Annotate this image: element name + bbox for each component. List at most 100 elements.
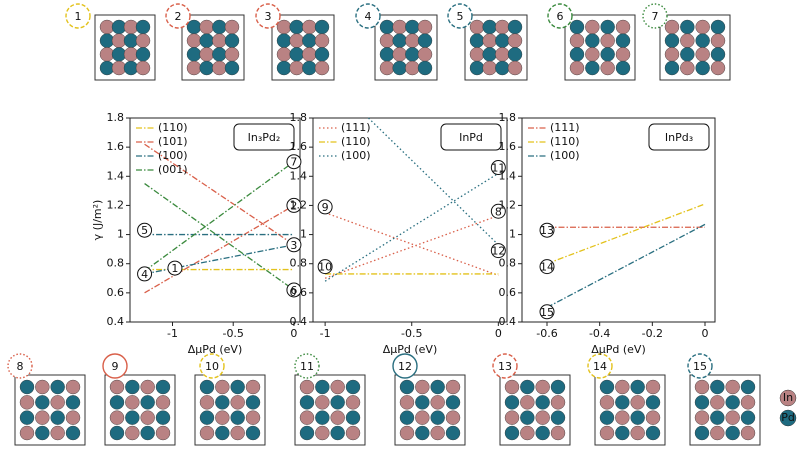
atom bbox=[740, 410, 756, 425]
legend-label: (110) bbox=[158, 121, 188, 134]
atom bbox=[415, 410, 430, 425]
atom bbox=[504, 379, 520, 395]
atom bbox=[630, 395, 645, 410]
atom bbox=[694, 379, 710, 395]
atom bbox=[135, 60, 151, 76]
atom bbox=[535, 410, 550, 425]
atom bbox=[302, 60, 317, 76]
y-tick-label: 1.6 bbox=[499, 140, 517, 153]
annotation: 3 bbox=[290, 239, 297, 252]
atom bbox=[430, 410, 445, 425]
atom bbox=[135, 47, 151, 62]
atom bbox=[19, 410, 35, 425]
chart-title: In₃Pd₂ bbox=[248, 131, 281, 144]
structure-label: 3 bbox=[265, 10, 272, 23]
atom bbox=[224, 60, 240, 76]
structure-label-ring bbox=[65, 3, 91, 29]
structure-box bbox=[689, 374, 761, 446]
atom bbox=[710, 395, 725, 410]
atom bbox=[302, 33, 317, 48]
atom bbox=[330, 410, 345, 425]
annotation: 10 bbox=[318, 261, 332, 274]
atom bbox=[600, 19, 615, 35]
annotation: 2 bbox=[290, 199, 297, 212]
atom bbox=[535, 395, 550, 410]
atom bbox=[520, 379, 535, 395]
x-axis-label: ΔμPd (eV) bbox=[591, 343, 646, 356]
atom bbox=[199, 410, 215, 425]
atom bbox=[585, 60, 600, 76]
structure-box bbox=[271, 14, 335, 81]
x-tick-label: -0.5 bbox=[401, 327, 422, 340]
atom bbox=[186, 47, 202, 62]
atom bbox=[65, 425, 81, 441]
atom bbox=[710, 33, 726, 48]
y-tick-label: 1.4 bbox=[499, 169, 517, 182]
x-axis-label: ΔμPd (eV) bbox=[383, 343, 438, 356]
atom bbox=[299, 410, 315, 425]
atom bbox=[680, 19, 695, 35]
atom bbox=[417, 19, 433, 35]
legend-label: (100) bbox=[341, 149, 371, 162]
atom bbox=[430, 425, 445, 441]
atom bbox=[155, 410, 171, 425]
structure-label-ring bbox=[492, 353, 518, 379]
atom bbox=[140, 379, 155, 395]
atom bbox=[65, 379, 81, 395]
y-tick-label: 1.2 bbox=[107, 198, 125, 211]
structure-label-ring bbox=[687, 353, 713, 379]
atom bbox=[155, 425, 171, 441]
atom bbox=[140, 395, 155, 410]
structure-box bbox=[499, 374, 571, 446]
structure-box bbox=[14, 374, 86, 446]
atom bbox=[399, 410, 415, 425]
structure-box bbox=[564, 14, 636, 81]
atom bbox=[415, 395, 430, 410]
structure-label: 14 bbox=[593, 360, 607, 373]
annotation-ring bbox=[286, 197, 302, 213]
atom bbox=[125, 395, 140, 410]
atom bbox=[615, 19, 631, 35]
y-tick-label: 1.2 bbox=[290, 198, 308, 211]
atom bbox=[35, 425, 50, 441]
structure-label: 8 bbox=[17, 360, 24, 373]
chart-title-box bbox=[440, 123, 502, 151]
atom bbox=[405, 60, 420, 76]
legend-label: (100) bbox=[158, 149, 188, 162]
chart-title: InPd₃ bbox=[665, 131, 693, 144]
atom bbox=[482, 60, 497, 76]
atom bbox=[695, 60, 710, 76]
atom bbox=[276, 47, 292, 62]
structure-label: 7 bbox=[652, 10, 659, 23]
atom bbox=[600, 47, 615, 62]
atom bbox=[710, 425, 725, 441]
annotation-ring bbox=[490, 203, 506, 219]
atom bbox=[495, 19, 510, 35]
atom bbox=[615, 47, 631, 62]
atom bbox=[600, 33, 615, 48]
atom bbox=[695, 33, 710, 48]
atom bbox=[276, 60, 292, 76]
atom bbox=[599, 410, 615, 425]
atom bbox=[245, 425, 261, 441]
atom bbox=[109, 395, 125, 410]
annotation: 8 bbox=[495, 205, 502, 218]
atom bbox=[710, 19, 726, 35]
atom bbox=[569, 60, 585, 76]
atom bbox=[507, 60, 523, 76]
atom bbox=[135, 33, 151, 48]
atom bbox=[109, 410, 125, 425]
y-tick-label: 0.8 bbox=[499, 257, 517, 270]
atom bbox=[230, 410, 245, 425]
atom bbox=[345, 395, 361, 410]
atom bbox=[140, 425, 155, 441]
atom bbox=[615, 33, 631, 48]
y-tick-label: 0.8 bbox=[107, 257, 125, 270]
atom bbox=[35, 395, 50, 410]
atom bbox=[445, 379, 461, 395]
atom bbox=[212, 47, 227, 62]
annotation-ring bbox=[137, 266, 153, 282]
legend-label: (111) bbox=[341, 121, 371, 134]
atom bbox=[289, 47, 304, 62]
annotation: 15 bbox=[540, 306, 554, 319]
